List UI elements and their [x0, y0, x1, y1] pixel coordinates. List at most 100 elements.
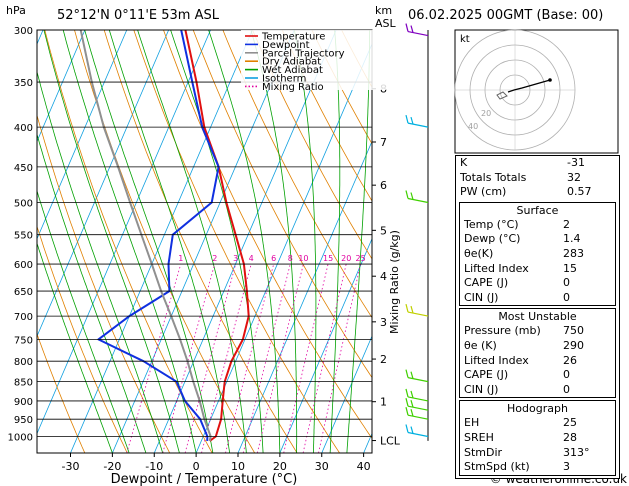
surface-value: 1.4: [563, 232, 581, 246]
mixing-ratio-label: 20: [341, 254, 351, 263]
dry-adiabat-line: [281, 30, 372, 202]
pressure-tick-label: 800: [14, 357, 33, 368]
surface-row: Lifted Index 15: [460, 262, 615, 277]
x-tick-label: -10: [145, 460, 163, 473]
pressure-tick-label: 900: [14, 397, 33, 408]
km-tick-label: 4: [380, 270, 387, 283]
km-label: km: [375, 4, 392, 17]
hodograph-trace: [507, 79, 551, 93]
surface-row: θe(K) 283: [460, 247, 615, 262]
km-tick-label: 3: [380, 316, 387, 329]
mixing-ratio-label: 10: [298, 254, 308, 263]
x-tick-label: 10: [231, 460, 245, 473]
surface-value: 0: [563, 290, 570, 304]
isotherm-line: [279, 237, 372, 453]
pressure-tick-label: 1000: [8, 433, 33, 444]
hodograph-value: 313°: [563, 445, 590, 459]
dry-adiabat-line: [252, 30, 372, 260]
x-tick-label: 20: [273, 460, 287, 473]
mixing-ratio-label: 3: [233, 254, 238, 263]
isotherm-line: [153, 30, 337, 453]
km-tick-label: LCL: [380, 435, 401, 448]
wind-barb-icon: [405, 424, 429, 438]
wet-adiabat-line: [43, 30, 180, 453]
isotherm-line: [112, 30, 295, 453]
surface-value: 15: [563, 261, 577, 275]
surface-value: 283: [563, 246, 584, 260]
wet-adiabat-line: [37, 132, 147, 453]
pressure-tick-label: 550: [14, 231, 33, 242]
index-value: -31: [567, 156, 585, 169]
surface-label: θe(K): [464, 246, 494, 260]
wet-adiabat-line: [62, 30, 197, 453]
hodograph-label: SREH: [464, 430, 494, 444]
parcel-trajectory-profile: [79, 30, 212, 442]
pressure-tick-label: 650: [14, 287, 33, 298]
km-tick-label: 2: [380, 353, 387, 366]
pressure-tick-label: 600: [14, 260, 33, 271]
most-unstable-label: θe (K): [464, 338, 497, 352]
mixing-ratio-label: 15: [323, 254, 333, 263]
wet-adiabat-line: [170, 30, 264, 453]
legend-entry: Parcel Trajectory: [262, 48, 345, 59]
hodograph-value: 28: [563, 430, 577, 444]
most-unstable-section: Most Unstable Pressure (mb) 750 θe (K) 290 L…: [459, 308, 616, 399]
most-unstable-label: Pressure (mb): [464, 324, 541, 338]
pressure-tick-label: 950: [14, 415, 33, 426]
index-label: Totals Totals: [460, 170, 527, 184]
surface-row: CIN (J) 0: [460, 291, 615, 306]
hodograph-title: Hodograph: [507, 402, 568, 416]
mixing-ratio-line: [126, 263, 182, 453]
hodograph-label: EH: [464, 416, 480, 430]
surface-value: 2: [563, 217, 570, 231]
most-unstable-row: CIN (J) 0: [460, 383, 615, 398]
most-unstable-value: 750: [563, 324, 584, 338]
right-axis-label: Mixing Ratio (g/kg): [388, 230, 401, 334]
mixing-ratio-label: 25: [355, 254, 365, 263]
surface-label: CAPE (J): [464, 276, 509, 290]
x-tick-label: -30: [62, 460, 80, 473]
legend-entry: Wet Adiabat: [262, 65, 323, 76]
surface-value: 0: [563, 276, 570, 290]
km-tick-label: 5: [380, 224, 387, 237]
x-tick-label: 30: [315, 460, 329, 473]
wet-adiabat-line: [329, 30, 341, 453]
index-label: K: [460, 156, 468, 169]
surface-label: Temp (°C): [464, 217, 519, 231]
km-tick-label: 1: [380, 396, 387, 409]
wet-adiabat-line: [250, 30, 298, 453]
surface-row: Temp (°C) 2: [460, 218, 615, 233]
km-tick-label: 7: [380, 136, 387, 149]
hodograph-value: 25: [563, 416, 577, 430]
most-unstable-value: 290: [563, 338, 584, 352]
dry-adiabat-line: [37, 332, 86, 453]
mixing-ratio-label: 1: [178, 254, 183, 263]
datetime-title: 06.02.2025 00GMT (Base: 00): [408, 8, 603, 23]
most-unstable-value: 0: [563, 382, 570, 396]
dry-adiabat-line: [44, 30, 213, 453]
mixing-ratio-line: [201, 263, 252, 453]
surface-row: CAPE (J) 0: [460, 276, 615, 291]
x-axis-label: Dewpoint / Temperature (°C): [111, 472, 298, 486]
wet-adiabat-line: [84, 30, 214, 453]
legend-entry: Temperature: [261, 32, 325, 43]
hodograph-storm-marker: [496, 91, 508, 100]
dry-adiabat-line: [37, 225, 128, 453]
mixing-ratio-label: 6: [271, 254, 276, 263]
wet-adiabat-line: [208, 30, 281, 453]
wind-barb-icon: [405, 23, 429, 37]
most-unstable-row: Lifted Index 26: [460, 354, 615, 369]
surface-section: Surface Temp (°C) 2 Dewp (°C) 1.4 θe(K) 283 Li…: [459, 201, 616, 307]
asl-label: ASL: [375, 17, 397, 30]
hodograph-label: StmDir: [464, 445, 503, 459]
index-row: Totals Totals 32: [456, 171, 619, 186]
hodograph-row: StmSpd (kt) 3: [460, 460, 615, 475]
dry-adiabat-line: [103, 30, 298, 453]
pressure-tick-label: 450: [14, 163, 33, 174]
wind-barb-icon: [405, 303, 429, 317]
most-unstable-label: Lifted Index: [464, 353, 529, 367]
legend-entry: Mixing Ratio: [262, 82, 324, 93]
pressure-tick-label: 750: [14, 335, 33, 346]
